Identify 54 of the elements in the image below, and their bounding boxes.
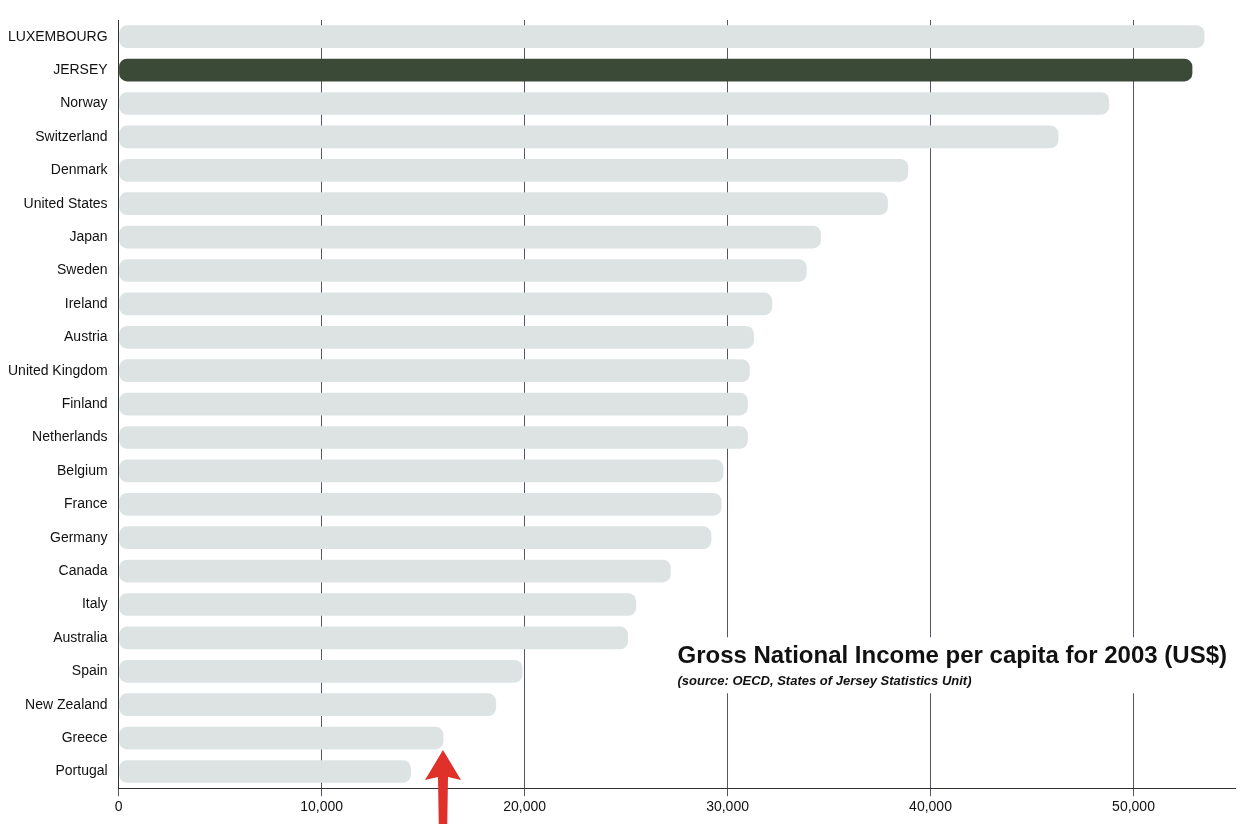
bar: [119, 426, 748, 449]
bar: [119, 225, 821, 249]
bar: [119, 92, 1110, 115]
y-tick-label: JERSEY: [53, 60, 109, 77]
y-tick-label: Greece: [61, 728, 108, 745]
y-tick-label: Netherlands: [32, 428, 108, 445]
y-tick-label: Norway: [60, 94, 108, 111]
y-tick-label: Austria: [64, 328, 108, 345]
y-tick-label: Sweden: [57, 261, 108, 278]
y-tick-label: Switzerland: [35, 127, 108, 144]
text: Gross National Income per capita for 2003 (US$): [677, 641, 1227, 669]
y-tick-label: Finland: [61, 394, 108, 411]
bar: [119, 58, 1193, 82]
bar: [119, 292, 773, 316]
x-tick-label: 10,000: [300, 798, 344, 815]
y-tick-label: Italy: [81, 595, 108, 612]
text: (source: OECD, States of Jersey Statistics Unit): [677, 673, 972, 689]
bar: [119, 659, 523, 683]
y-tick-label: Portugal: [55, 762, 108, 779]
y-tick-label: Spain: [71, 662, 108, 679]
bar: [119, 25, 1205, 49]
y-tick-label: Belgium: [57, 461, 108, 478]
y-tick-label: Australia: [53, 628, 108, 645]
y-tick-label: Germany: [50, 528, 108, 545]
y-tick-label: France: [64, 495, 108, 512]
bar: [119, 760, 411, 783]
y-tick-label: Ireland: [64, 294, 108, 311]
x-tick-label: 30,000: [706, 798, 750, 815]
bar: [119, 359, 750, 383]
y-tick-label: Canada: [58, 561, 108, 578]
y-tick-label: Denmark: [50, 161, 109, 178]
bar: [119, 693, 497, 717]
y-tick-label: New Zealand: [25, 695, 108, 712]
x-tick-label: 40,000: [909, 798, 953, 815]
y-tick-label: Japan: [69, 227, 108, 244]
bar: [119, 459, 724, 483]
bar: [119, 626, 629, 650]
bar: [119, 526, 712, 550]
bar: [119, 392, 748, 416]
bar: [119, 259, 807, 282]
bar: [119, 125, 1059, 149]
bar: [119, 726, 444, 750]
bar: [119, 559, 671, 583]
y-tick-label: United States: [23, 194, 108, 211]
x-tick-label: 20,000: [503, 798, 547, 815]
y-tick-label: United Kingdom: [7, 361, 108, 378]
bar: [119, 593, 637, 616]
y-tick-label: LUXEMBOURG: [8, 27, 108, 44]
x-tick-label: 50,000: [1112, 798, 1156, 815]
bar: [119, 492, 722, 516]
bar: [119, 192, 888, 216]
bar: [119, 325, 754, 349]
bar: [119, 158, 909, 182]
x-tick-label: 0: [114, 798, 123, 815]
